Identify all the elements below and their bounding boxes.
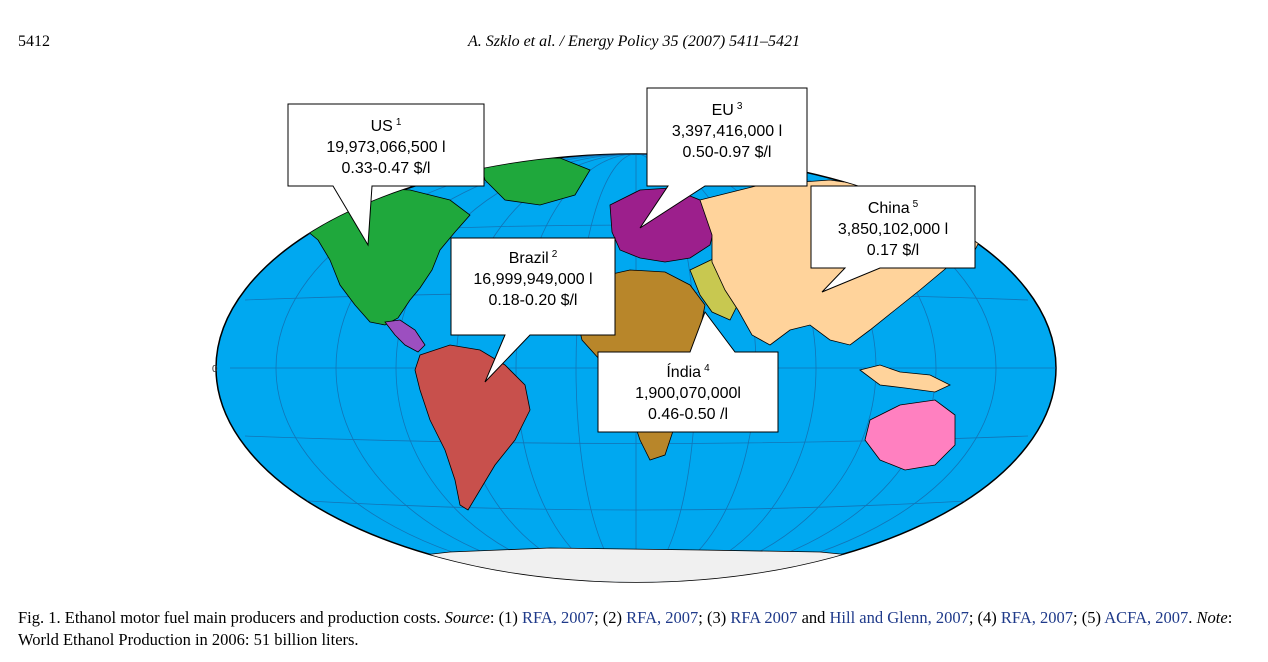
central-america-land xyxy=(384,319,426,353)
caption-source-label: Source xyxy=(444,608,490,627)
callout-china-cost: 0.17 $/l xyxy=(866,242,920,259)
callout-india-text: Índia 4 1,900,070,000l 0.46-0.50 /l xyxy=(598,358,778,425)
callout-china-name: China xyxy=(867,200,910,217)
southeast-asia-islands xyxy=(859,364,951,393)
caption-text: ; (5) xyxy=(1073,608,1105,627)
callout-us-name: US xyxy=(370,118,393,135)
callout-brazil-cost: 0.18-0.20 $/l xyxy=(488,292,578,309)
callout-eu-name: EU xyxy=(711,102,734,119)
reference-link[interactable]: RFA 2007 xyxy=(730,608,798,627)
caption-text: . xyxy=(1188,608,1197,627)
callout-brazil-volume: 16,999,949,000 l xyxy=(473,271,593,288)
antarctica-land xyxy=(379,547,901,582)
callout-india-ref: 4 xyxy=(704,363,710,374)
reference-link[interactable]: Hill and Glenn, 2007 xyxy=(829,608,969,627)
callout-us-cost: 0.33-0.47 $/l xyxy=(341,160,431,177)
callout-china-text: China 5 3,850,102,000 l 0.17 $/l xyxy=(811,194,975,261)
callout-india-cost: 0.46-0.50 /l xyxy=(647,406,729,423)
callout-brazil-ref: 2 xyxy=(551,249,558,260)
callout-us xyxy=(287,103,485,247)
north-america-land xyxy=(289,187,471,326)
world-map-figure: 0 US 1 19,973,066,500 l 0.33-0.47 $/l EU 3… xyxy=(212,87,1057,583)
callout-brazil-name: Brazil xyxy=(508,250,549,267)
callout-eu-cost: 0.50-0.97 $/l xyxy=(682,144,772,161)
running-head: A. Szklo et al. / Energy Policy 35 (2007… xyxy=(468,33,800,50)
reference-link[interactable]: ACFA, 2007 xyxy=(1104,608,1189,627)
callout-brazil xyxy=(450,237,616,383)
callout-eu-ref: 3 xyxy=(736,101,743,112)
world-map-svg: 0 xyxy=(212,87,1057,583)
callout-india xyxy=(597,310,779,433)
figure-caption: Fig. 1. Ethanol motor fuel main producer… xyxy=(18,607,1250,651)
callout-us-text: US 1 19,973,066,500 l 0.33-0.47 $/l xyxy=(288,112,484,179)
caption-text: ; (3) xyxy=(698,608,731,627)
reference-link[interactable]: RFA, 2007 xyxy=(521,608,595,627)
australia-land xyxy=(864,399,956,471)
callout-eu xyxy=(639,87,808,229)
callout-eu-volume: 3,397,416,000 l xyxy=(671,123,783,140)
caption-text: ; (2) xyxy=(594,608,627,627)
callout-china-volume: 3,850,102,000 l xyxy=(837,221,949,238)
callout-brazil-text: Brazil 2 16,999,949,000 l 0.18-0.20 $/l xyxy=(451,244,615,311)
callout-india-name: Índia xyxy=(666,364,702,381)
page-number: 5412 xyxy=(18,33,50,50)
caption-text: ; (4) xyxy=(968,608,1001,627)
callout-us-ref: 1 xyxy=(395,117,402,128)
reference-link[interactable]: RFA, 2007 xyxy=(626,608,699,627)
caption-text: : World Ethanol Production in 2006: 51 b… xyxy=(18,608,1233,649)
reference-link[interactable]: RFA, 2007 xyxy=(1000,608,1074,627)
callout-eu-text: EU 3 3,397,416,000 l 0.50-0.97 $/l xyxy=(647,96,807,163)
callout-us-volume: 19,973,066,500 l xyxy=(326,139,446,156)
callout-india-volume: 1,900,070,000l xyxy=(635,385,741,402)
equator-label: 0 xyxy=(212,364,218,375)
caption-note-label: Note xyxy=(1196,608,1228,627)
caption-text: : (1) xyxy=(489,608,522,627)
caption-lead: Fig. 1. Ethanol motor fuel main producer… xyxy=(18,608,445,627)
callout-china-ref: 5 xyxy=(912,199,919,210)
caption-text: and xyxy=(797,608,830,627)
europe-land xyxy=(609,187,716,263)
callout-china xyxy=(810,185,976,293)
greenland-land xyxy=(479,157,591,206)
